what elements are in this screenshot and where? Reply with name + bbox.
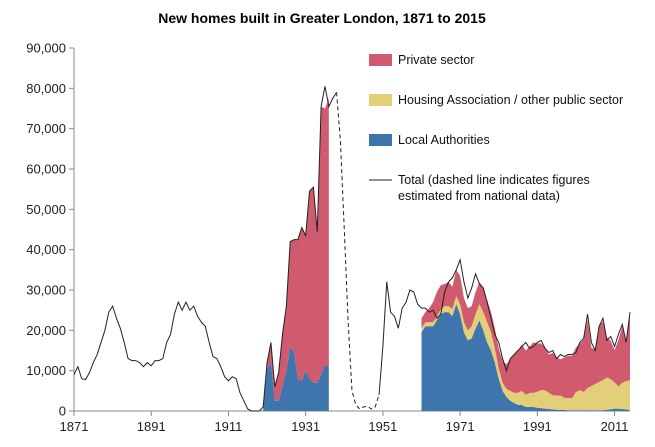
y-tick-label: 30,000 xyxy=(26,283,66,298)
legend-swatch-housing-association xyxy=(369,94,392,106)
stacked-areas xyxy=(263,98,630,411)
y-tick-label: 60,000 xyxy=(26,162,66,177)
axes: 0 10,000 20,000 30,000 40,000 50,000 60,000 70,… xyxy=(26,41,630,434)
legend-label-local-authorities: Local Authorities xyxy=(398,133,490,147)
legend-label-housing-association: Housing Association / other public secto… xyxy=(398,93,623,107)
legend-label-total-line1: Total (dashed line indicates figures xyxy=(398,173,590,187)
x-tick-label: 1991 xyxy=(523,419,552,434)
x-tick-label: 1871 xyxy=(60,419,89,434)
y-tick-label: 80,000 xyxy=(26,81,66,96)
area-private-sector xyxy=(263,98,329,409)
area-housing-association xyxy=(421,296,630,411)
x-tick-label: 1891 xyxy=(137,419,166,434)
x-tick-label: 1931 xyxy=(291,419,320,434)
y-tick-label: 50,000 xyxy=(26,202,66,217)
area-local-authorities xyxy=(421,304,630,411)
legend-label-total-line2: estimated from national data) xyxy=(398,189,560,203)
x-tick-label: 1911 xyxy=(214,419,242,434)
legend-swatch-local-authorities xyxy=(369,134,392,146)
y-tick-label: 10,000 xyxy=(26,363,66,378)
legend-label-private: Private sector xyxy=(398,53,474,67)
area-private-sector xyxy=(421,269,630,399)
x-tick-label: 1951 xyxy=(368,419,397,434)
total-line-1871-1939 xyxy=(73,86,337,412)
total-line-1950-2015 xyxy=(378,257,631,395)
y-tick-label: 70,000 xyxy=(26,121,66,136)
chart-title: New homes built in Greater London, 1871 … xyxy=(158,10,486,26)
y-tick-label: 20,000 xyxy=(26,323,66,338)
total-line xyxy=(73,86,631,412)
x-tick-label: 1971 xyxy=(446,419,475,434)
y-tick-label: 90,000 xyxy=(26,41,66,56)
total-line-estimated-1939-1950 xyxy=(336,92,380,410)
legend: Private sector Housing Association / oth… xyxy=(369,53,623,203)
x-tick-label: 2011 xyxy=(601,419,629,434)
y-tick-label: 40,000 xyxy=(26,242,66,257)
y-tick-label: 0 xyxy=(59,404,66,419)
legend-swatch-private xyxy=(369,54,392,66)
area-local-authorities xyxy=(263,346,329,411)
